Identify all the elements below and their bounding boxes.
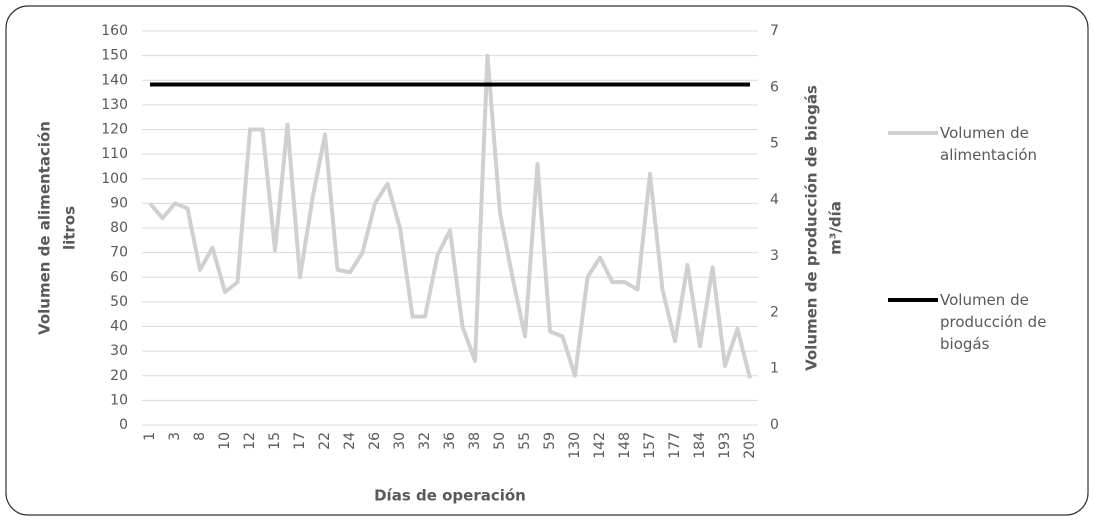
y-tick-label: 60 bbox=[110, 269, 128, 285]
y-tick-label: 0 bbox=[119, 417, 128, 433]
y-tick-label: 110 bbox=[101, 146, 128, 162]
y-axis-label: Volumen de alimentación bbox=[36, 121, 54, 335]
x-tick-label: 24 bbox=[342, 432, 358, 450]
x-tick-label: 157 bbox=[642, 432, 658, 459]
x-tick-label: 148 bbox=[617, 432, 633, 459]
y2-tick-label: 2 bbox=[770, 304, 779, 320]
y-tick-label: 20 bbox=[110, 368, 128, 384]
y2-tick-label: 5 bbox=[770, 136, 779, 152]
y2-tick-label: 3 bbox=[770, 248, 779, 264]
y-tick-label: 50 bbox=[110, 294, 128, 310]
x-tick-label: 36 bbox=[442, 432, 458, 450]
y-tick-label: 150 bbox=[101, 48, 128, 64]
x-tick-label: 142 bbox=[592, 432, 608, 459]
y2-tick-label: 6 bbox=[770, 79, 779, 95]
y-tick-label: 140 bbox=[101, 72, 128, 88]
y-tick-label: 40 bbox=[110, 319, 128, 335]
x-tick-label: 130 bbox=[567, 432, 583, 459]
y-tick-label: 10 bbox=[110, 392, 128, 408]
x-tick-label: 3 bbox=[167, 432, 183, 441]
y2-tick-label: 4 bbox=[770, 192, 779, 208]
y-tick-label: 160 bbox=[101, 23, 128, 39]
x-tick-label: 184 bbox=[692, 432, 708, 459]
x-tick-label: 55 bbox=[517, 432, 533, 450]
legend-label: Volumen de alimentación bbox=[940, 124, 1038, 164]
x-tick-label: 12 bbox=[242, 432, 258, 450]
x-tick-label: 15 bbox=[267, 432, 283, 450]
frame bbox=[5, 5, 1089, 516]
x-tick-label: 50 bbox=[492, 432, 508, 450]
y2-tick-label: 7 bbox=[770, 23, 779, 39]
x-tick-label: 59 bbox=[542, 432, 558, 450]
y-tick-label: 90 bbox=[110, 195, 128, 211]
y-tick-label: 120 bbox=[101, 122, 128, 138]
y-axis-unit: litros bbox=[61, 206, 79, 250]
x-tick-label: 32 bbox=[417, 432, 433, 450]
x-tick-label: 205 bbox=[742, 432, 758, 459]
x-tick-label: 38 bbox=[467, 432, 483, 450]
x-tick-label: 10 bbox=[217, 432, 233, 450]
y-tick-label: 100 bbox=[101, 171, 128, 187]
y2-tick-label: 0 bbox=[770, 417, 779, 433]
x-axis-label: Días de operación bbox=[374, 487, 526, 505]
y2-tick-label: 1 bbox=[770, 361, 779, 377]
x-tick-label: 22 bbox=[317, 432, 333, 450]
x-tick-label: 1 bbox=[142, 432, 158, 441]
x-tick-label: 26 bbox=[367, 432, 383, 450]
series-line bbox=[148, 53, 752, 379]
x-tick-label: 193 bbox=[717, 432, 733, 459]
y-tick-label: 70 bbox=[110, 245, 128, 261]
x-tick-label: 177 bbox=[667, 432, 683, 459]
x-tick-label: 17 bbox=[292, 432, 308, 450]
y-tick-label: 130 bbox=[101, 97, 128, 113]
y2-axis-label: Volumen de producción de biogás bbox=[803, 85, 821, 371]
y2-axis-unit: m³/día bbox=[827, 201, 845, 255]
x-tick-label: 30 bbox=[392, 432, 408, 450]
legend-label: Volumen de producción de biogás bbox=[940, 291, 1047, 353]
y-tick-label: 30 bbox=[110, 343, 128, 359]
y-tick-label: 80 bbox=[110, 220, 128, 236]
x-tick-label: 8 bbox=[192, 432, 208, 441]
